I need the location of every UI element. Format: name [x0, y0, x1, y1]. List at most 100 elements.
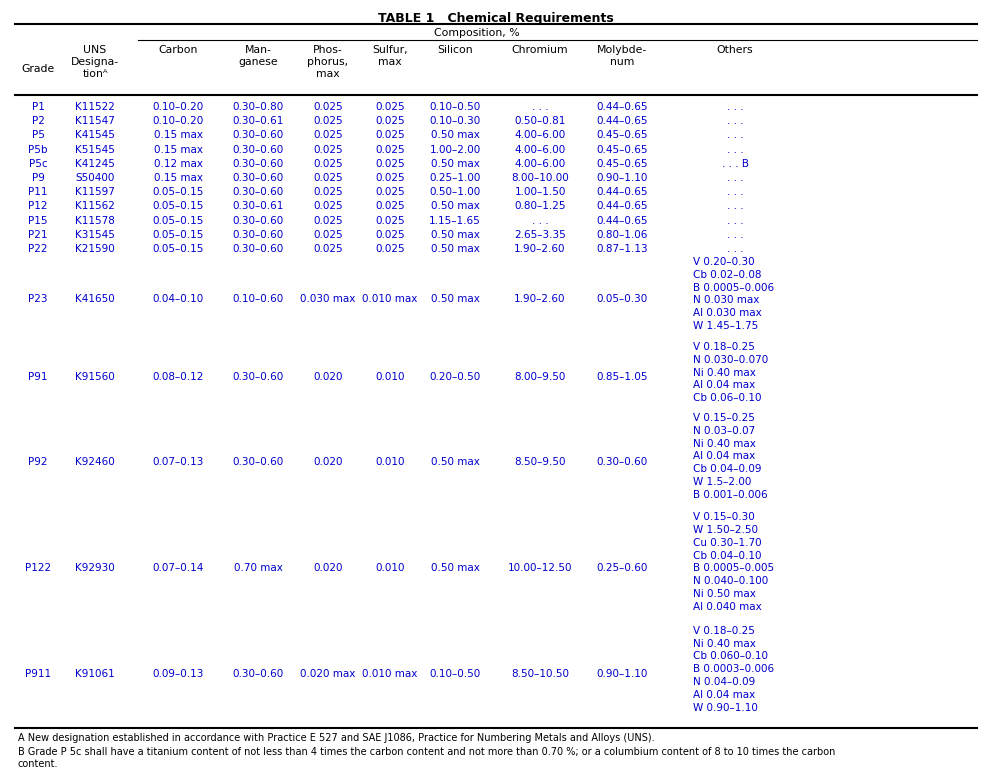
Text: 0.10–0.20: 0.10–0.20 [153, 116, 203, 126]
Text: 0.50 max: 0.50 max [431, 131, 479, 141]
Text: V 0.20–0.30
Cb 0.02–0.08
B 0.0005–0.006
N 0.030 max
Al 0.030 max
W 1.45–1.75: V 0.20–0.30 Cb 0.02–0.08 B 0.0005–0.006 … [693, 257, 774, 331]
Text: 0.025: 0.025 [313, 145, 343, 155]
Text: 0.44–0.65: 0.44–0.65 [596, 216, 648, 226]
Text: 0.025: 0.025 [375, 202, 405, 212]
Text: 0.30–0.61: 0.30–0.61 [232, 116, 284, 126]
Text: 8.00–10.00: 8.00–10.00 [511, 173, 568, 183]
Text: 0.020: 0.020 [313, 372, 343, 381]
Text: P5c: P5c [29, 159, 48, 169]
Text: V 0.18–0.25
N 0.030–0.070
Ni 0.40 max
Al 0.04 max
Cb 0.06–0.10: V 0.18–0.25 N 0.030–0.070 Ni 0.40 max Al… [693, 342, 768, 403]
Text: 8.50–10.50: 8.50–10.50 [511, 669, 569, 679]
Text: 0.09–0.13: 0.09–0.13 [153, 669, 203, 679]
Text: P5b: P5b [28, 145, 48, 155]
Text: 0.50 max: 0.50 max [431, 159, 479, 169]
Text: . . .: . . . [532, 216, 549, 226]
Text: K31545: K31545 [75, 230, 115, 240]
Text: 0.25–1.00: 0.25–1.00 [430, 173, 481, 183]
Text: B Grade P 5c shall have a titanium content of not less than 4 times the carbon c: B Grade P 5c shall have a titanium conte… [18, 747, 835, 769]
Text: 0.20–0.50: 0.20–0.50 [430, 372, 481, 381]
Text: 0.90–1.10: 0.90–1.10 [596, 173, 648, 183]
Text: 10.00–12.50: 10.00–12.50 [508, 563, 572, 573]
Text: 0.025: 0.025 [375, 173, 405, 183]
Text: 0.12 max: 0.12 max [154, 159, 202, 169]
Text: 0.025: 0.025 [375, 116, 405, 126]
Text: 0.025: 0.025 [313, 173, 343, 183]
Text: K11522: K11522 [75, 102, 115, 112]
Text: 0.025: 0.025 [375, 159, 405, 169]
Text: 0.50–1.00: 0.50–1.00 [430, 187, 481, 197]
Text: Phos-
phorus,
max: Phos- phorus, max [308, 45, 348, 79]
Text: K91560: K91560 [75, 372, 115, 381]
Text: 0.07–0.14: 0.07–0.14 [153, 563, 203, 573]
Text: 8.50–9.50: 8.50–9.50 [514, 457, 565, 467]
Text: 0.25–0.60: 0.25–0.60 [596, 563, 648, 573]
Text: 0.30–0.60: 0.30–0.60 [232, 457, 284, 467]
Text: Molybde-
num: Molybde- num [597, 45, 647, 67]
Text: UNS
Designa-
tionᴬ: UNS Designa- tionᴬ [71, 45, 119, 79]
Text: P22: P22 [28, 244, 48, 254]
Text: 1.15–1.65: 1.15–1.65 [430, 216, 481, 226]
Text: 0.30–0.60: 0.30–0.60 [232, 669, 284, 679]
Text: 2.65–3.35: 2.65–3.35 [514, 230, 565, 240]
Text: 4.00–6.00: 4.00–6.00 [515, 145, 565, 155]
Text: 0.45–0.65: 0.45–0.65 [596, 159, 648, 169]
Text: 4.00–6.00: 4.00–6.00 [515, 131, 565, 141]
Text: P1: P1 [32, 102, 45, 112]
Text: 0.10–0.50: 0.10–0.50 [430, 669, 481, 679]
Text: 0.07–0.13: 0.07–0.13 [153, 457, 203, 467]
Text: K11597: K11597 [75, 187, 115, 197]
Text: Man-
ganese: Man- ganese [238, 45, 278, 67]
Text: 0.010: 0.010 [375, 457, 405, 467]
Text: S50400: S50400 [75, 173, 115, 183]
Text: . . .: . . . [727, 145, 743, 155]
Text: 0.10–0.50: 0.10–0.50 [430, 102, 481, 112]
Text: 0.05–0.15: 0.05–0.15 [153, 244, 203, 254]
Text: Chromium: Chromium [512, 45, 568, 55]
Text: 0.025: 0.025 [313, 159, 343, 169]
Text: 0.50 max: 0.50 max [431, 293, 479, 303]
Text: K91061: K91061 [75, 669, 115, 679]
Text: 0.05–0.30: 0.05–0.30 [596, 293, 648, 303]
Text: 0.30–0.60: 0.30–0.60 [232, 372, 284, 381]
Text: K92460: K92460 [75, 457, 115, 467]
Text: 0.04–0.10: 0.04–0.10 [153, 293, 203, 303]
Text: 0.30–0.60: 0.30–0.60 [232, 145, 284, 155]
Text: 8.00–9.50: 8.00–9.50 [514, 372, 565, 381]
Text: 0.30–0.60: 0.30–0.60 [596, 457, 648, 467]
Text: P23: P23 [28, 293, 48, 303]
Text: . . .: . . . [727, 244, 743, 254]
Text: 0.44–0.65: 0.44–0.65 [596, 116, 648, 126]
Text: 1.00–2.00: 1.00–2.00 [430, 145, 481, 155]
Text: P12: P12 [28, 202, 48, 212]
Text: P911: P911 [25, 669, 51, 679]
Text: 0.44–0.65: 0.44–0.65 [596, 187, 648, 197]
Text: Grade: Grade [22, 64, 55, 74]
Text: Carbon: Carbon [159, 45, 197, 55]
Text: 0.025: 0.025 [313, 102, 343, 112]
Text: 0.30–0.80: 0.30–0.80 [232, 102, 284, 112]
Text: 0.010: 0.010 [375, 372, 405, 381]
Text: 0.30–0.60: 0.30–0.60 [232, 187, 284, 197]
Text: 0.025: 0.025 [375, 230, 405, 240]
Text: 0.025: 0.025 [313, 131, 343, 141]
Text: K92930: K92930 [75, 563, 115, 573]
Text: K51545: K51545 [75, 145, 115, 155]
Text: 0.30–0.60: 0.30–0.60 [232, 244, 284, 254]
Text: 0.05–0.15: 0.05–0.15 [153, 216, 203, 226]
Text: 0.05–0.15: 0.05–0.15 [153, 230, 203, 240]
Text: 0.44–0.65: 0.44–0.65 [596, 102, 648, 112]
Text: . . . B: . . . B [721, 159, 749, 169]
Text: . . .: . . . [727, 102, 743, 112]
Text: 0.30–0.60: 0.30–0.60 [232, 230, 284, 240]
Text: P21: P21 [28, 230, 48, 240]
Text: 0.025: 0.025 [375, 244, 405, 254]
Text: K41650: K41650 [75, 293, 115, 303]
Text: 0.025: 0.025 [375, 216, 405, 226]
Text: . . .: . . . [727, 131, 743, 141]
Text: P11: P11 [28, 187, 48, 197]
Text: K21590: K21590 [75, 244, 115, 254]
Text: P15: P15 [28, 216, 48, 226]
Text: 4.00–6.00: 4.00–6.00 [515, 159, 565, 169]
Text: . . .: . . . [532, 102, 549, 112]
Text: 0.020: 0.020 [313, 563, 343, 573]
